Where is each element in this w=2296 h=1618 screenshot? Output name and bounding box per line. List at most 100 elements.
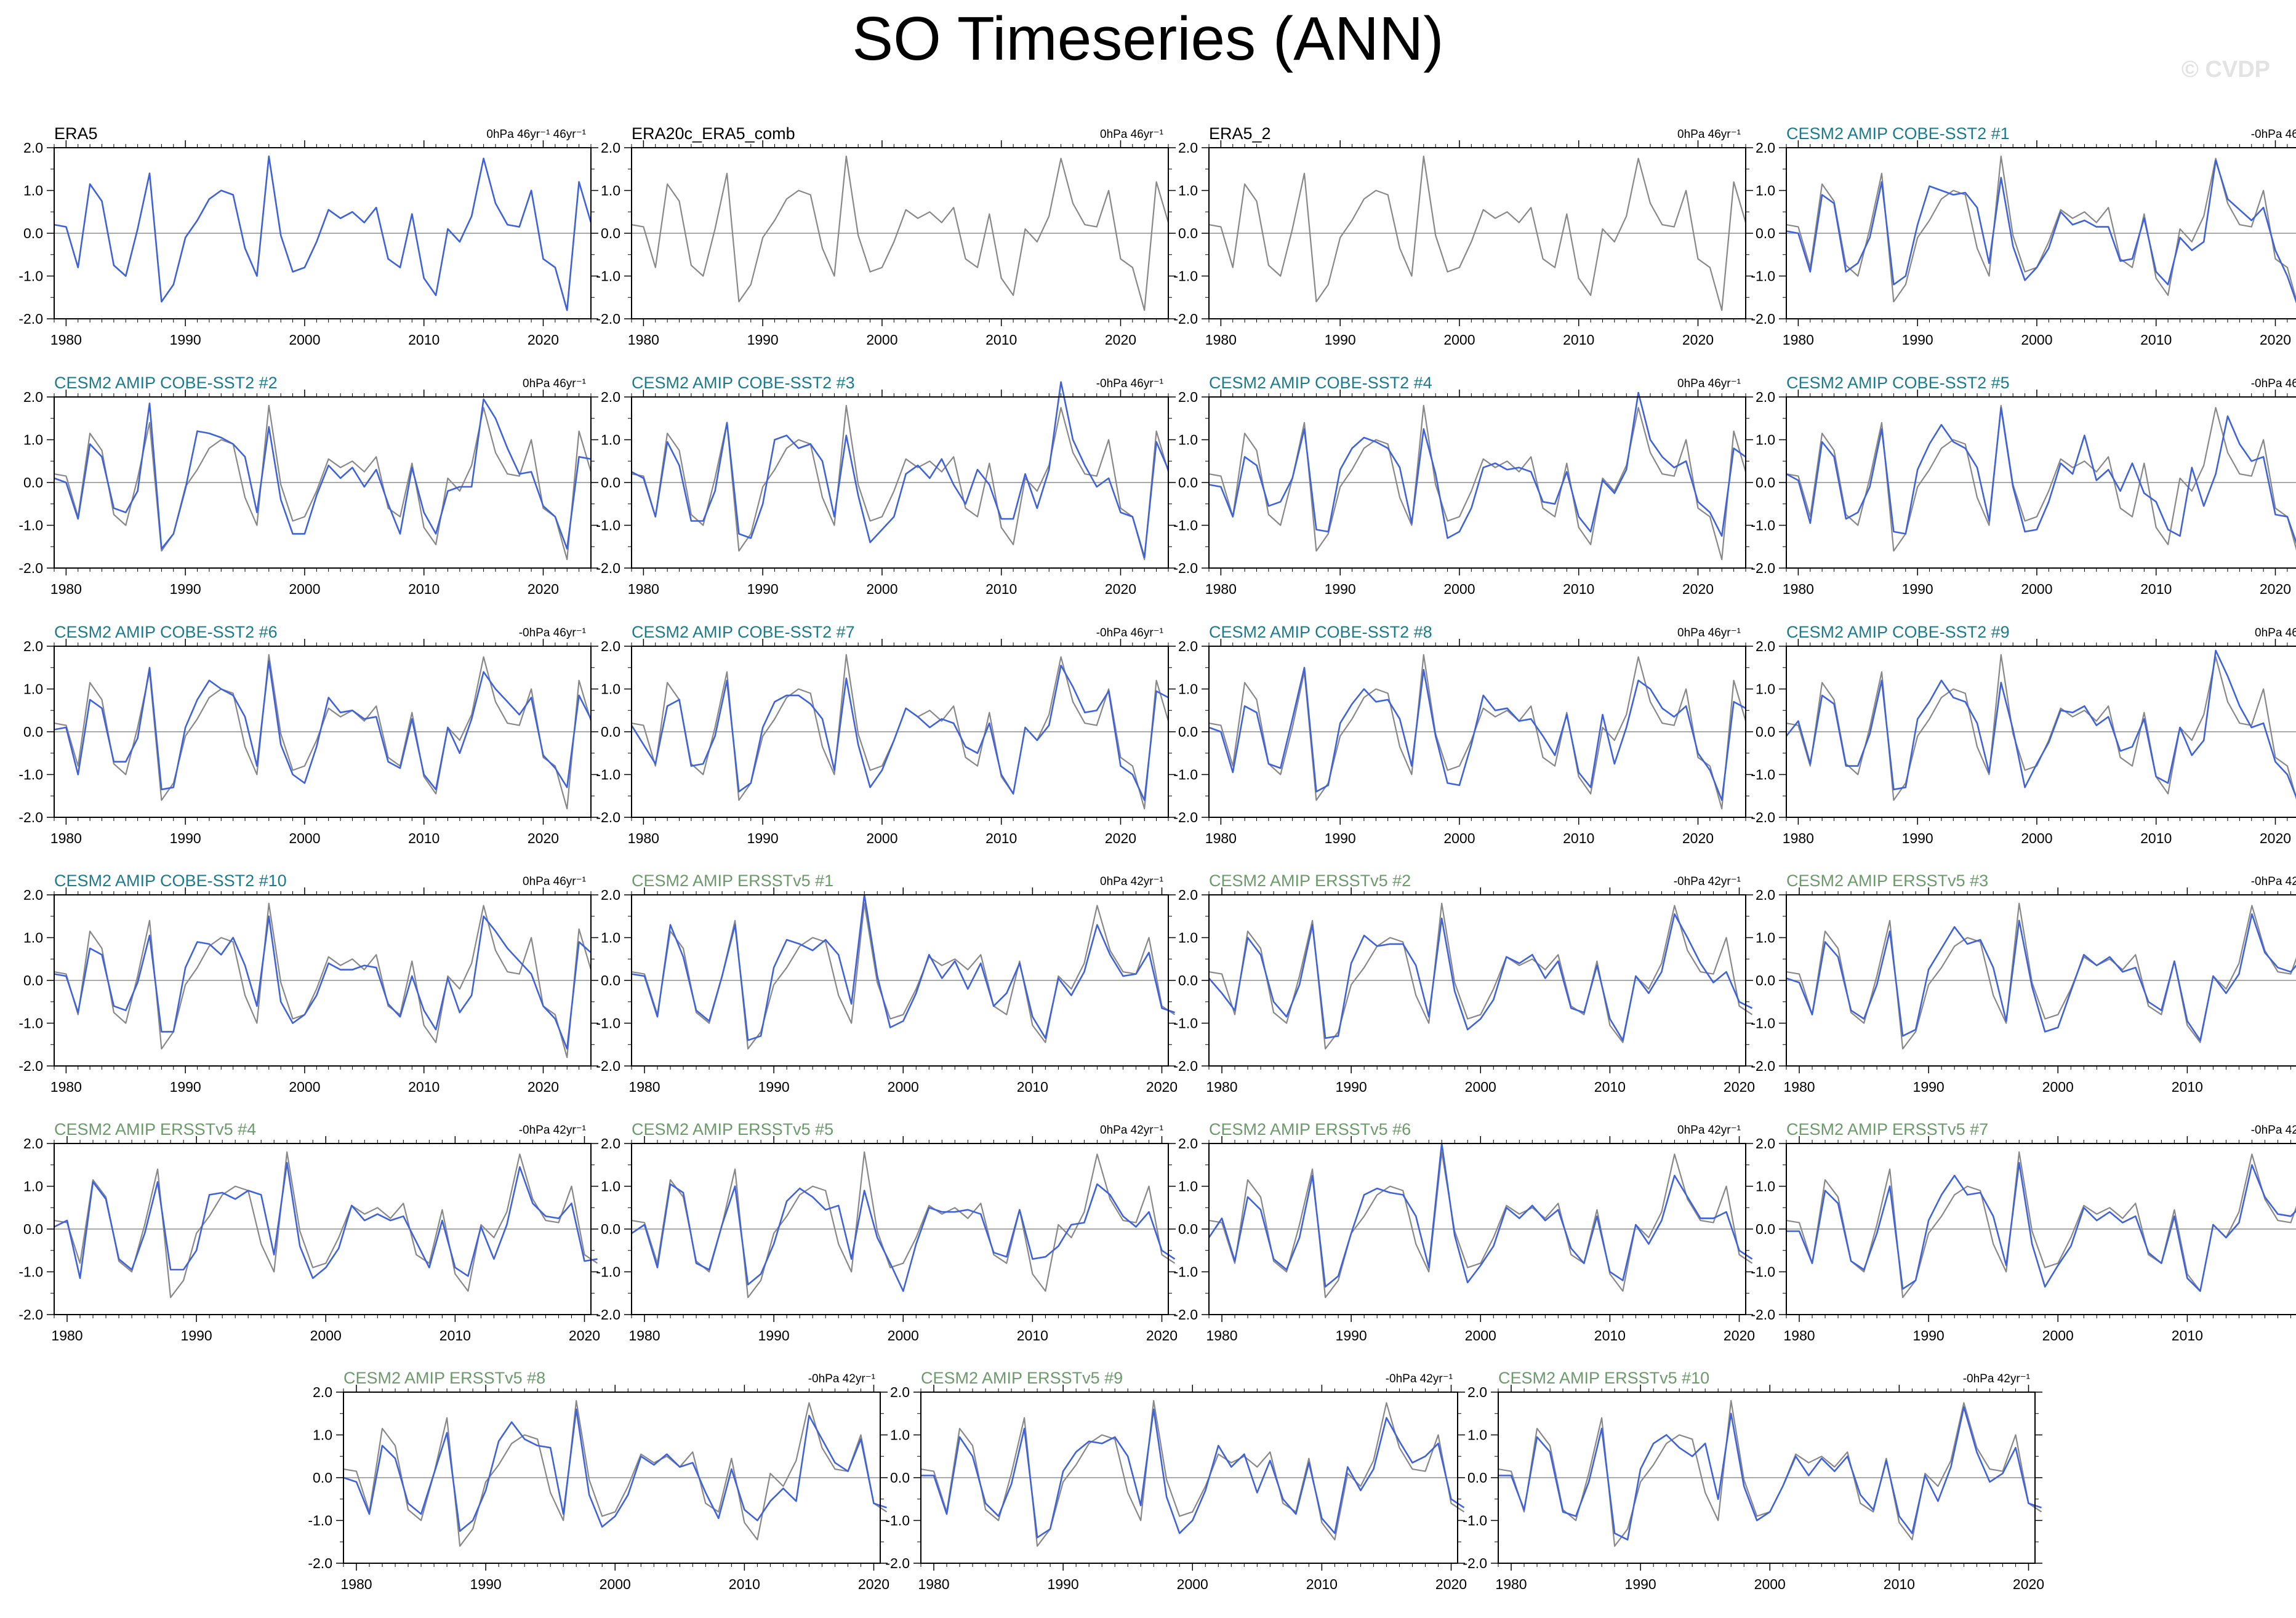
x-tick-label: 2000	[1465, 1079, 1496, 1095]
x-tick-label: 2020	[569, 1328, 600, 1344]
plot-frame	[54, 396, 592, 569]
x-tick-label: 1990	[1902, 581, 1933, 597]
y-tick-label: -2.0	[18, 560, 43, 576]
x-tick-label: 2020	[528, 1079, 559, 1095]
y-tick-label: 0.0	[601, 724, 620, 740]
y-tick-label: 0.0	[601, 972, 620, 988]
y-tick-label: -2.0	[596, 1307, 620, 1323]
model-series-line	[631, 894, 1175, 1041]
y-tick-label: -1.0	[1751, 1015, 1775, 1031]
x-tick-label: 2020	[858, 1576, 889, 1592]
y-tick-label: 0.0	[890, 1470, 910, 1486]
x-tick-label: 1980	[1205, 830, 1237, 846]
y-tick-label: 1.0	[23, 681, 43, 697]
y-tick-label: -1.0	[1173, 268, 1198, 284]
x-tick-label: 1980	[1205, 581, 1237, 597]
x-tick-label: 2000	[1443, 332, 1475, 348]
y-tick-label: -2.0	[1751, 311, 1775, 327]
x-tick-label: 1990	[1048, 1576, 1079, 1592]
panel-corner-label: -0hPa 46yr⁻¹	[519, 627, 586, 639]
panel-title: CESM2 AMIP ERSSTv5 #4	[54, 1120, 256, 1139]
y-tick-label: -1.0	[1751, 518, 1775, 534]
y-tick-label: 1.0	[23, 183, 43, 199]
y-tick-label: 0.0	[601, 225, 620, 241]
x-tick-label: 2000	[289, 332, 320, 348]
model-series-line	[54, 660, 592, 791]
panel-17: CESM2 AMIP ERSSTv5 #4 -0hPa 42yr⁻¹ 2.0 1.0 0…	[18, 1120, 600, 1344]
model-series-line	[921, 1408, 1465, 1539]
x-tick-label: 2010	[1594, 1328, 1626, 1344]
y-tick-label: -2.0	[1751, 1307, 1775, 1323]
y-tick-label: -2.0	[308, 1555, 332, 1571]
x-tick-label: 1990	[1913, 1079, 1945, 1095]
x-tick-label: 1980	[1783, 332, 1814, 348]
y-tick-label: 0.0	[1467, 1470, 1487, 1486]
panel-22: CESM2 AMIP ERSSTv5 #9 -0hPa 42yr⁻¹ 2.0 1.0 0…	[885, 1369, 1467, 1592]
model-series-line	[1208, 391, 1746, 539]
y-tick-label: 1.0	[601, 183, 620, 199]
y-tick-label: 0.0	[1756, 1221, 1775, 1237]
y-tick-label: 2.0	[1178, 140, 1198, 156]
y-tick-label: 2.0	[1756, 140, 1775, 156]
panel-title: CESM2 AMIP COBE-SST2 #3	[632, 374, 855, 392]
x-tick-label: 2010	[2140, 332, 2172, 348]
panel-19: CESM2 AMIP ERSSTv5 #6 0hPa 42yr⁻¹ 2.0 1.0 0.…	[1173, 1120, 1755, 1344]
panel-12: CESM2 AMIP COBE-SST2 #9 0hPa 46yr⁻¹ 2.0 1.0…	[1751, 623, 2296, 846]
y-tick-label: -1.0	[596, 1264, 620, 1280]
y-tick-label: 1.0	[1756, 183, 1775, 199]
x-tick-label: 1980	[628, 1079, 660, 1095]
x-tick-label: 1980	[1783, 581, 1814, 597]
x-tick-label: 2010	[1017, 1079, 1048, 1095]
x-tick-label: 2000	[310, 1328, 342, 1344]
x-tick-label: 2000	[2042, 1328, 2074, 1344]
x-tick-label: 1980	[1783, 830, 1814, 846]
y-tick-label: 0.0	[1756, 724, 1775, 740]
x-tick-label: 2010	[408, 1079, 440, 1095]
panel-title: CESM2 AMIP ERSSTv5 #2	[1209, 871, 1411, 890]
x-tick-label: 2020	[2260, 830, 2291, 846]
x-tick-label: 2010	[408, 830, 440, 846]
plot-frame	[1786, 147, 2296, 319]
y-tick-label: 0.0	[1178, 1221, 1198, 1237]
x-tick-label: 2010	[1563, 830, 1594, 846]
plot-frame	[920, 1392, 1458, 1564]
y-tick-label: 2.0	[23, 638, 43, 654]
observed-series-line	[1208, 902, 1753, 1050]
model-series-line	[1786, 1162, 2296, 1292]
y-tick-label: 0.0	[1178, 972, 1198, 988]
panel-18: CESM2 AMIP ERSSTv5 #5 0hPa 42yr⁻¹ 2.0 1.0 0.…	[596, 1120, 1178, 1344]
x-tick-label: 1980	[50, 830, 82, 846]
x-tick-label: 2000	[289, 830, 320, 846]
x-tick-label: 2010	[2140, 581, 2172, 597]
model-series-line	[54, 398, 592, 550]
x-tick-label: 1980	[918, 1576, 949, 1592]
y-tick-label: -1.0	[308, 1513, 332, 1529]
y-tick-label: 1.0	[1178, 1179, 1198, 1195]
y-tick-label: -2.0	[1463, 1555, 1487, 1571]
x-tick-label: 2020	[528, 332, 559, 348]
panel-8: CESM2 AMIP COBE-SST2 #5 -0hPa 46yr⁻¹ 2.0 1.…	[1751, 374, 2296, 597]
plot-frame	[54, 646, 592, 818]
y-tick-label: -2.0	[18, 311, 43, 327]
y-tick-label: -1.0	[596, 1015, 620, 1031]
x-tick-label: 1990	[1336, 1079, 1367, 1095]
observed-series-line	[1786, 902, 2296, 1050]
plot-frame	[631, 396, 1169, 569]
plot-frame	[54, 1143, 592, 1315]
y-tick-label: 1.0	[1756, 930, 1775, 946]
panel-corner-label: 0hPa 46yr⁻¹	[1677, 377, 1741, 390]
x-tick-label: 1980	[1205, 332, 1237, 348]
panel-title: CESM2 AMIP ERSSTv5 #7	[1786, 1120, 1988, 1139]
y-tick-label: 2.0	[601, 638, 620, 654]
panel-corner-label: 0hPa 42yr⁻¹	[1100, 1124, 1163, 1137]
panel-corner-label: -0hPa 46yr⁻¹	[2251, 128, 2296, 141]
panel-corner-label: -0hPa 42yr⁻¹	[2251, 1124, 2296, 1137]
x-tick-label: 1990	[1625, 1576, 1656, 1592]
panel-title: CESM2 AMIP COBE-SST2 #6	[54, 623, 278, 641]
x-tick-label: 1980	[50, 332, 82, 348]
plot-frame	[54, 894, 592, 1067]
x-tick-label: 2020	[2013, 1576, 2044, 1592]
panel-20: CESM2 AMIP ERSSTv5 #7 -0hPa 42yr⁻¹ 2.0 1.0 0…	[1751, 1120, 2296, 1344]
y-tick-label: 2.0	[1467, 1384, 1487, 1400]
x-tick-label: 1980	[628, 332, 659, 348]
